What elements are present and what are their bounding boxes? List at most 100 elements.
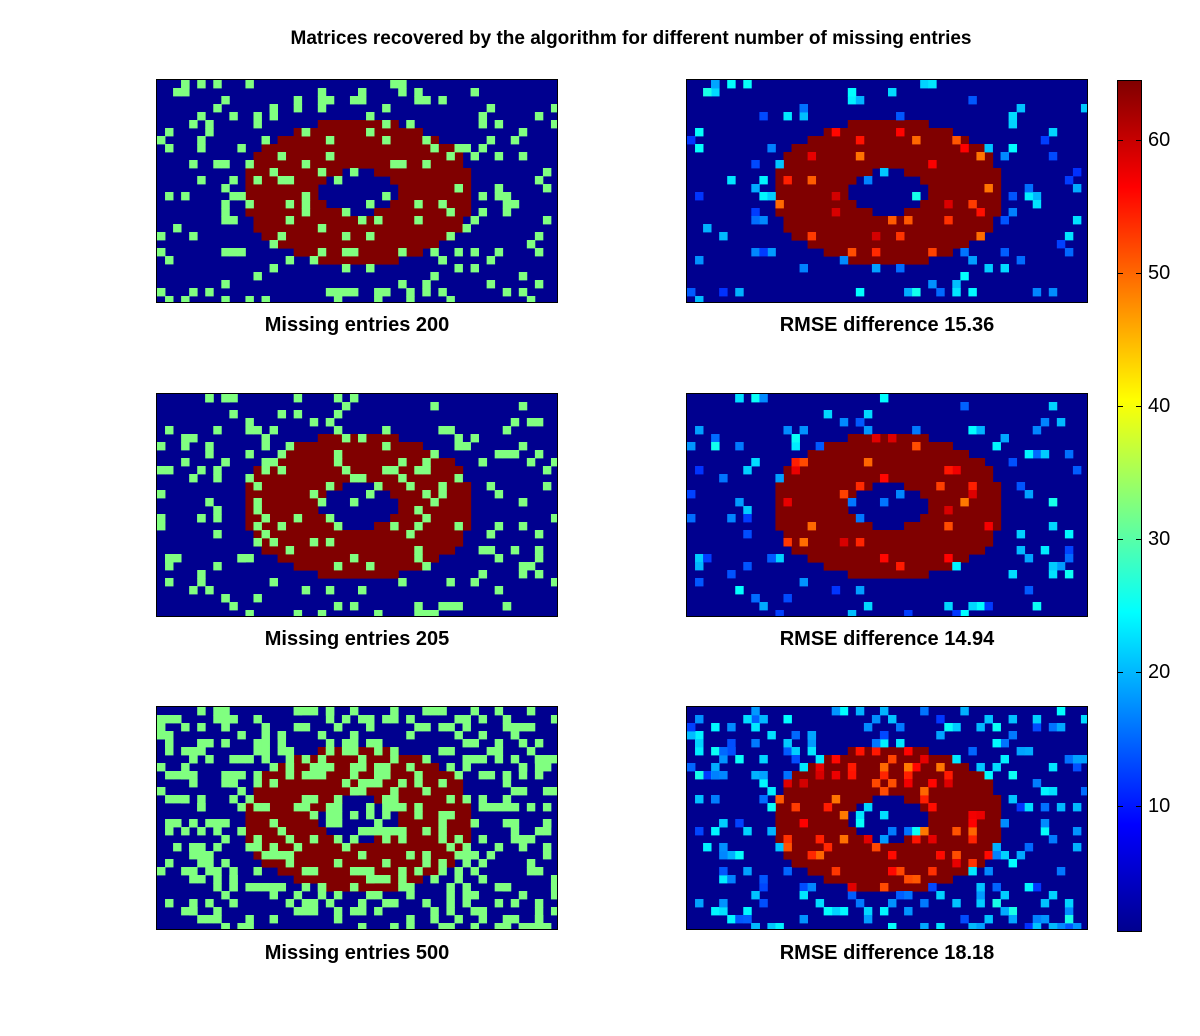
ring-cell [879,248,889,257]
ring-cell [261,160,271,169]
missing-entry-cell [542,923,552,929]
ring-cell [791,779,801,788]
ring-cell [968,216,978,225]
ring-cell [398,200,407,209]
missing-entry-cell [430,707,439,716]
ring-cell [791,152,801,161]
missing-entry-cell [382,120,391,129]
recovered-cell [944,779,953,788]
ring-cell [245,184,255,193]
ring-cell [309,803,319,812]
missing-entry-cell [349,907,359,916]
ring-cell [928,224,937,233]
ring-cell [936,450,945,459]
ring-cell [944,867,953,876]
ring-cell [944,442,953,451]
ring-cell [847,835,857,844]
ring-cell [325,867,335,876]
ring-cell [309,152,319,161]
missing-entry-cell [309,795,319,804]
missing-entry-cell [454,731,463,740]
missing-entry-cell [510,787,520,796]
ring-cell [317,216,327,225]
ring-cell [799,482,809,491]
ring-cell [912,755,921,764]
missing-entry-cell [374,771,383,780]
heatmap-cells [157,80,557,302]
recovered-cell [807,176,817,185]
ring-cell [301,835,311,844]
ring-cell [823,192,833,201]
recovered-cell [1008,771,1018,780]
recovered-cell [976,426,985,435]
recovered-cell [695,739,704,748]
ring-cell [253,466,263,475]
ring-cell [398,530,407,539]
ring-cell [960,176,969,185]
ring-cell [253,474,263,483]
ring-cell [309,466,319,475]
recovered-cell [1064,923,1074,929]
missing-entry-cell [438,490,447,499]
ring-cell [888,538,897,547]
ring-cell [831,843,841,852]
ring-cell [406,248,415,257]
ring-cell [406,522,415,531]
ring-cell [293,859,303,868]
missing-entry-cell [470,891,479,900]
missing-entry-cell [325,899,335,908]
ring-cell [333,232,343,241]
recovered-cell [896,723,905,732]
ring-cell [398,224,407,233]
recovered-cell [1080,787,1087,796]
ring-cell [277,819,287,828]
missing-entry-cell [470,434,479,443]
missing-entry-cell [550,104,557,113]
recovered-cell [839,490,849,499]
recovered-cell [759,899,768,908]
recovered-cell [703,88,712,97]
ring-cell [366,136,375,145]
recovered-cell [952,899,961,908]
missing-entry-cell [333,859,343,868]
ring-cell [896,136,905,145]
ring-cell [863,843,873,852]
recovered-cell [863,907,873,916]
missing-entry-cell [213,506,222,515]
ring-cell [888,859,897,868]
ring-cell [823,458,833,467]
ring-cell [325,458,335,467]
missing-entry-cell [494,739,504,748]
missing-entry-cell [333,450,343,459]
ring-cell [277,795,287,804]
missing-entry-cell [301,899,311,908]
ring-cell [839,867,849,876]
ring-cell [839,184,849,193]
ring-cell [382,240,391,249]
ring-cell [984,811,994,820]
ring-cell [325,755,335,764]
missing-entry-cell [470,578,479,587]
ring-cell [309,755,319,764]
recovered-cell [799,578,808,587]
missing-entry-cell [341,466,351,475]
missing-entry-cell [317,763,327,772]
ring-cell [928,771,937,780]
ring-cell [422,795,431,804]
ring-cell [285,554,295,563]
missing-entry-cell [406,851,415,860]
missing-entry-cell [390,466,399,475]
ring-cell [952,546,961,555]
missing-entry-cell [301,803,311,812]
missing-entry-cell [550,787,557,796]
recovered-cell [920,899,929,908]
recovered-cell [928,80,937,89]
missing-entry-cell [382,288,391,297]
ring-cell [446,530,456,539]
colorbar-tick [1136,672,1141,673]
ring-cell [382,570,391,579]
ring-cell [992,200,1002,209]
ring-cell [807,474,817,483]
missing-entry-cell [221,859,230,868]
recovered-cell [976,923,985,929]
